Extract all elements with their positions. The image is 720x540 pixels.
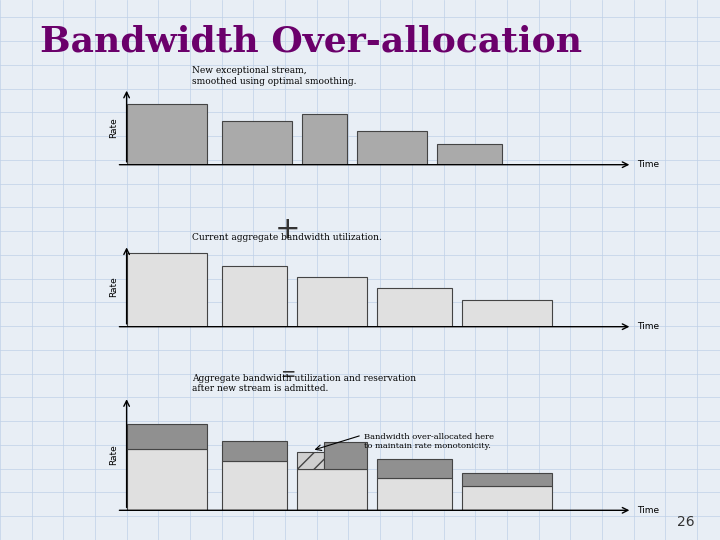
Bar xyxy=(297,469,367,510)
Text: Rate: Rate xyxy=(109,444,119,465)
Bar xyxy=(437,144,502,165)
Bar xyxy=(222,266,287,327)
Text: Current aggregate bandwidth utilization.: Current aggregate bandwidth utilization. xyxy=(192,233,382,242)
Bar xyxy=(302,114,347,165)
Text: Time: Time xyxy=(637,160,660,169)
Bar xyxy=(297,277,367,327)
Bar xyxy=(377,460,452,478)
Bar xyxy=(127,253,207,327)
Bar xyxy=(462,486,552,510)
Bar xyxy=(462,300,552,327)
Bar xyxy=(462,472,552,486)
Bar xyxy=(127,424,207,449)
Bar xyxy=(127,104,207,165)
Text: Aggregate bandwidth utilization and reservation
after new stream is admitted.: Aggregate bandwidth utilization and rese… xyxy=(192,374,416,393)
Bar xyxy=(297,451,324,469)
Bar xyxy=(377,478,452,510)
Bar xyxy=(222,461,287,510)
Text: Bandwidth over-allocated here
to maintain rate monotonicity.: Bandwidth over-allocated here to maintai… xyxy=(364,433,495,450)
Bar xyxy=(127,449,207,510)
Text: Time: Time xyxy=(637,322,660,331)
Text: +: + xyxy=(275,215,301,244)
Text: New exceptional stream,
smoothed using optimal smoothing.: New exceptional stream, smoothed using o… xyxy=(192,66,356,86)
Text: Rate: Rate xyxy=(109,276,119,297)
Text: =: = xyxy=(282,365,294,386)
Bar xyxy=(324,442,367,469)
Text: Rate: Rate xyxy=(109,117,119,138)
Bar xyxy=(222,441,287,461)
Bar xyxy=(357,131,427,165)
Text: Bandwidth Over-allocation: Bandwidth Over-allocation xyxy=(40,24,582,58)
Bar xyxy=(222,122,292,165)
Bar xyxy=(377,288,452,327)
Text: 26: 26 xyxy=(678,515,695,529)
Text: Time: Time xyxy=(637,506,660,515)
